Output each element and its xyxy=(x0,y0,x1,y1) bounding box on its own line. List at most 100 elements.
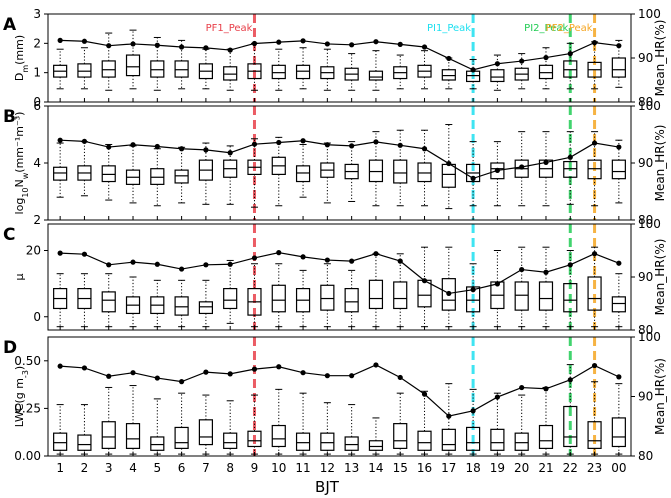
box-body xyxy=(514,281,529,311)
hr-point-B-10 xyxy=(276,139,282,146)
hr-point-B-13 xyxy=(349,143,355,149)
panel-D: 0.00 0.25 0.50 80 90 100 D LWC(g m-3) Mean_HR(%) xyxy=(3,330,667,463)
box-B-5 xyxy=(150,148,165,207)
peak-label-pf2-peak: PF2_Peak xyxy=(546,23,593,34)
hr-point-A-9 xyxy=(251,40,258,47)
box-body xyxy=(417,430,432,451)
box-A-1 xyxy=(53,48,68,90)
box-body xyxy=(611,57,626,78)
box-C-16 xyxy=(417,246,432,328)
x-tick-label-5: 5 xyxy=(153,461,161,475)
box-A-22 xyxy=(563,42,578,90)
y-tick-label: 4 xyxy=(33,156,41,170)
hr-point-A-11 xyxy=(300,38,306,44)
hr-point-B-12 xyxy=(324,142,330,148)
hr-point-D-17 xyxy=(446,413,452,419)
y-tick-label: 2 xyxy=(33,213,41,227)
hr-point-D-21 xyxy=(543,386,549,392)
box-A-3 xyxy=(101,32,116,91)
hr-point-B-15 xyxy=(397,142,403,148)
box-D-16 xyxy=(417,390,432,455)
box-D-15 xyxy=(393,392,408,455)
x-tick-label-16: 16 xyxy=(417,461,432,475)
y2-tick-label: 80 xyxy=(638,95,653,109)
x-tick-label-10: 10 xyxy=(271,461,286,475)
hr-point-C-21 xyxy=(543,269,549,275)
x-tick-label-7: 7 xyxy=(202,461,210,475)
box-D-24 xyxy=(611,383,626,455)
y-tick-label: 20 xyxy=(26,244,41,258)
x-tick-label-3: 3 xyxy=(105,461,113,475)
x-tick-label-15: 15 xyxy=(393,461,408,475)
box-B-1 xyxy=(53,142,68,198)
box-body xyxy=(320,284,335,311)
x-axis-label: BJT xyxy=(315,478,340,496)
box-C-6 xyxy=(174,279,189,328)
x-tick-label-11: 11 xyxy=(295,461,310,475)
y2-tick-label: 100 xyxy=(638,99,661,113)
hr-point-A-4 xyxy=(130,41,136,47)
box-A-4 xyxy=(125,29,141,90)
box-D-4 xyxy=(125,385,141,455)
box-D-19 xyxy=(490,392,505,455)
box-body xyxy=(295,165,311,183)
box-body xyxy=(611,417,626,448)
box-A-13 xyxy=(344,53,359,91)
box-A-8 xyxy=(223,48,238,91)
box-body xyxy=(174,296,189,316)
box-body xyxy=(295,64,311,80)
hr-point-D-18 xyxy=(470,408,476,414)
box-body xyxy=(344,436,359,451)
x-tick-label-21: 21 xyxy=(538,461,553,475)
box-body xyxy=(441,278,456,311)
hr-point-C-11 xyxy=(300,254,306,260)
x-tick-label-18: 18 xyxy=(465,461,480,475)
box-C-19 xyxy=(490,250,505,328)
y2-axis-label-B: Mean_HR(%) xyxy=(653,125,667,202)
y-tick-label: 2 xyxy=(33,36,41,50)
x-tick-label-8: 8 xyxy=(226,461,234,475)
box-B-4 xyxy=(125,145,141,204)
box-body xyxy=(563,283,578,313)
hr-point-A-23 xyxy=(591,40,598,46)
hr-point-B-8 xyxy=(227,150,233,156)
box-body xyxy=(611,296,626,313)
box-body xyxy=(563,60,578,78)
y-tick-label: 0.50 xyxy=(14,354,41,368)
y-tick-label: 3 xyxy=(33,7,41,21)
y-tick-label: 1 xyxy=(33,66,41,80)
box-C-8 xyxy=(223,259,238,324)
x-tick-label-4: 4 xyxy=(129,461,137,475)
box-A-11 xyxy=(295,47,311,90)
hr-point-C-18 xyxy=(470,287,476,293)
box-body xyxy=(271,284,286,313)
box-A-12 xyxy=(320,48,335,91)
box-body xyxy=(77,63,92,78)
y-tick-label: 6 xyxy=(33,99,41,113)
y2-tick-label: 90 xyxy=(638,156,653,170)
hr-point-D-16 xyxy=(421,391,428,397)
box-D-8 xyxy=(223,400,238,455)
hr-line-B xyxy=(60,139,619,180)
box-B-24 xyxy=(611,139,626,204)
hr-point-B-20 xyxy=(519,164,525,170)
box-body xyxy=(223,287,238,310)
box-C-23 xyxy=(587,246,602,328)
panel-A: 0 1 2 3 80 90 100 ADm(mm) Mean_HR(%) xyxy=(3,7,667,109)
box-B-10 xyxy=(271,136,286,207)
hr-point-C-8 xyxy=(227,261,233,267)
panel-letter-B: B xyxy=(3,107,16,127)
hr-point-C-14 xyxy=(373,251,379,257)
y-tick-label: 0.25 xyxy=(14,401,41,415)
box-A-5 xyxy=(150,36,165,91)
box-body xyxy=(563,160,578,178)
box-C-21 xyxy=(538,246,554,328)
y2-tick-label: 80 xyxy=(638,323,653,337)
box-B-15 xyxy=(393,129,408,207)
hr-point-A-5 xyxy=(154,42,160,48)
box-C-5 xyxy=(150,279,165,328)
hr-point-B-4 xyxy=(130,142,136,148)
box-D-23 xyxy=(587,381,602,455)
y-tick-label: 0 xyxy=(33,95,41,109)
